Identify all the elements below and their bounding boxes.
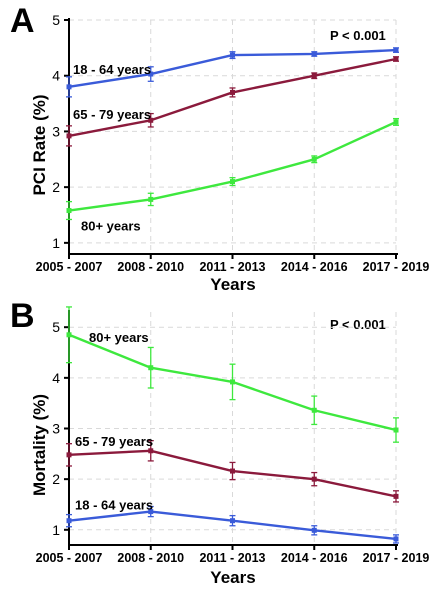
panel-b-point-1-0 bbox=[66, 452, 72, 458]
panel-b-x-tick-label-0: 2005 - 2007 bbox=[36, 551, 103, 565]
panel-a-x-axis-title: Years bbox=[210, 275, 255, 294]
panel-a-x-tick-label-0: 2005 - 2007 bbox=[36, 260, 103, 274]
panel-a-point-2-3 bbox=[311, 156, 317, 162]
panel-a-point-0-1 bbox=[148, 71, 154, 77]
panel-a-x-tick-label-4: 2017 - 2019 bbox=[363, 260, 430, 274]
panel-b-point-0-2 bbox=[230, 379, 235, 385]
panel-a-y-tick-label-3: 4 bbox=[52, 68, 60, 84]
panel-b-point-0-0 bbox=[66, 332, 72, 338]
panel-b-point-2-0 bbox=[66, 518, 72, 524]
panel-b-series-label-2: 18 - 64 years bbox=[75, 498, 153, 513]
panel-a-point-1-4 bbox=[393, 56, 399, 62]
panel-b-point-2-1 bbox=[148, 509, 154, 515]
panel-b-x-tick-label-2: 2011 - 2013 bbox=[199, 551, 265, 565]
panel-a-point-1-1 bbox=[148, 117, 154, 123]
panel-b-x-axis-title: Years bbox=[210, 568, 255, 587]
panel-a-y-axis-title: PCI Rate (%) bbox=[30, 94, 49, 195]
panel-b-p-value: P < 0.001 bbox=[330, 317, 386, 332]
panel-b-point-2-2 bbox=[230, 518, 235, 524]
panel-b-y-axis-title: Mortality (%) bbox=[30, 394, 49, 496]
panel-a-point-0-2 bbox=[230, 52, 235, 58]
panel-a-point-2-1 bbox=[148, 196, 154, 202]
panel-a: A PCI Rate (%) Years P < 0.001 1 2 3 4 5 2005… bbox=[10, 2, 429, 294]
panel-b-letter: B bbox=[10, 297, 35, 335]
panel-b-x-tick-label-4: 2017 - 2019 bbox=[363, 551, 430, 565]
panel-b-point-0-4 bbox=[393, 427, 399, 433]
panel-a-x-tick-label-3: 2014 - 2016 bbox=[281, 260, 348, 274]
panel-a-p-value: P < 0.001 bbox=[330, 28, 386, 43]
panel-b-point-2-4 bbox=[393, 536, 399, 542]
panel-b-y-tick-label-1: 2 bbox=[52, 471, 60, 487]
panel-a-series-label-0: 18 - 64 years bbox=[73, 62, 151, 77]
panel-b-point-1-2 bbox=[230, 468, 235, 474]
panel-b-y-tick-label-2: 3 bbox=[52, 421, 60, 437]
panel-a-x-tick-label-2: 2011 - 2013 bbox=[199, 260, 265, 274]
panel-a-y-tick-label-1: 2 bbox=[52, 179, 60, 195]
panel-a-point-0-4 bbox=[393, 47, 399, 53]
panel-b-series-label-1: 65 - 79 years bbox=[75, 434, 153, 449]
panel-a-point-0-3 bbox=[311, 51, 317, 57]
panel-a-point-0-0 bbox=[66, 84, 72, 90]
panel-b-point-1-4 bbox=[393, 493, 399, 499]
panel-b-point-0-1 bbox=[148, 365, 154, 371]
panel-a-y-tick-label-4: 5 bbox=[52, 12, 60, 28]
panel-a-point-1-3 bbox=[311, 73, 317, 79]
panel-b-point-1-1 bbox=[148, 448, 154, 454]
panel-a-y-tick-label-2: 3 bbox=[52, 123, 60, 139]
panel-b-point-1-3 bbox=[311, 476, 317, 482]
panel-a-point-2-4 bbox=[393, 119, 399, 125]
panel-b-series-label-0: 80+ years bbox=[89, 330, 149, 345]
panel-b-y-tick-label-3: 4 bbox=[52, 370, 60, 386]
panel-a-y-tick-label-0: 1 bbox=[52, 235, 60, 251]
panel-b-point-0-3 bbox=[311, 407, 317, 413]
panel-a-point-1-0 bbox=[66, 133, 72, 139]
panel-a-point-2-2 bbox=[230, 179, 235, 185]
panel-b-y-tick-label-4: 5 bbox=[52, 319, 60, 335]
panel-b-y-tick-label-0: 1 bbox=[52, 522, 60, 538]
panel-a-x-tick-label-1: 2008 - 2010 bbox=[117, 260, 184, 274]
panel-b-x-tick-label-1: 2008 - 2010 bbox=[117, 551, 184, 565]
panel-a-point-2-0 bbox=[66, 208, 72, 214]
panel-a-series-label-2: 80+ years bbox=[81, 219, 141, 234]
panel-a-series-label-1: 65 - 79 years bbox=[73, 107, 151, 122]
panel-b-x-tick-label-3: 2014 - 2016 bbox=[281, 551, 348, 565]
panel-a-point-1-2 bbox=[230, 89, 235, 95]
panel-b: B Mortality (%) Years P < 0.001 1 2 3 4 5 200… bbox=[10, 297, 429, 587]
panel-a-letter: A bbox=[10, 2, 35, 40]
panel-b-point-2-3 bbox=[311, 527, 317, 533]
